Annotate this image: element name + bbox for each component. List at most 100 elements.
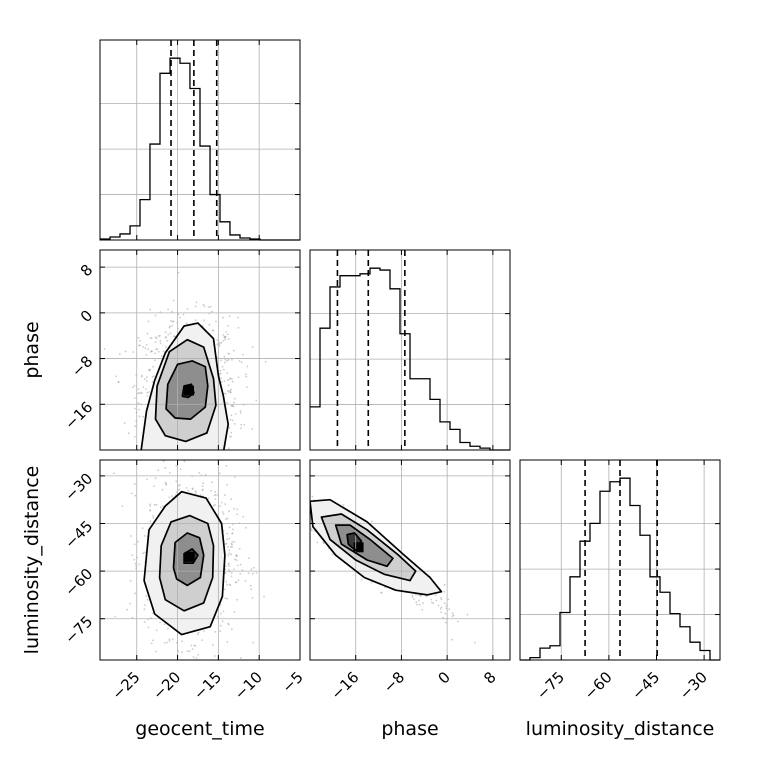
scatter-point (237, 376, 240, 379)
scatter-point (174, 469, 176, 471)
scatter-point (227, 568, 230, 571)
scatter-point (165, 483, 168, 486)
scatter-point (191, 648, 194, 650)
scatter-point (297, 505, 299, 507)
scatter-point (303, 505, 305, 507)
scatter-point (225, 580, 228, 583)
scatter-point (270, 506, 272, 508)
scatter-point (233, 568, 235, 571)
scatter-point (143, 608, 146, 611)
scatter-point (178, 452, 180, 454)
scatter-point (224, 338, 227, 341)
scatter-point (175, 663, 177, 665)
scatter-point (239, 410, 242, 412)
scatter-point (283, 505, 285, 507)
scatter-point (237, 326, 240, 329)
scatter-point (227, 622, 230, 625)
scatter-point (269, 480, 271, 482)
scatter-point (439, 608, 442, 610)
scatter-point (197, 452, 199, 454)
scatter-point (141, 527, 144, 530)
scatter-point (203, 305, 206, 308)
scatter-point (212, 504, 215, 507)
scatter-point (155, 337, 158, 340)
scatter-point (230, 414, 233, 417)
scatter-point (163, 473, 165, 475)
scatter-point (171, 310, 173, 313)
scatter-point (192, 656, 195, 658)
scatter-point (370, 581, 373, 584)
scatter-point (239, 412, 242, 414)
scatter-point (278, 497, 280, 499)
scatter-point (210, 490, 212, 492)
scatter-point (212, 329, 215, 332)
scatter-point (224, 588, 226, 591)
scatter-point (113, 472, 115, 475)
panel-frame-1-1 (309, 249, 511, 451)
scatter-point (231, 380, 234, 383)
scatter-point (195, 301, 198, 304)
scatter-point (302, 528, 304, 530)
scatter-point (178, 458, 180, 460)
scatter-point (227, 546, 229, 548)
scatter-point (114, 615, 117, 618)
scatter-point (154, 314, 157, 317)
scatter-point (198, 472, 201, 474)
scatter-point (246, 386, 248, 388)
scatter-point (302, 519, 304, 521)
scatter-point (213, 494, 216, 497)
scatter-point (156, 464, 158, 466)
scatter-point (172, 299, 175, 302)
scatter-point (227, 352, 230, 355)
scatter-point (361, 578, 363, 581)
scatter-point (322, 541, 325, 544)
tick-label-y-phase: 8 (77, 261, 96, 280)
scatter-point (145, 354, 148, 356)
scatter-point (226, 401, 229, 404)
scatter-point (292, 516, 294, 518)
scatter-point (229, 418, 232, 421)
scatter-point (308, 522, 310, 524)
scatter-point (230, 431, 233, 434)
scatter-point (133, 558, 136, 561)
scatter-point (223, 355, 226, 358)
scatter-point (266, 488, 268, 490)
scatter-point (127, 432, 130, 435)
scatter-point (305, 501, 307, 503)
scatter-point (208, 323, 211, 326)
scatter-point (253, 566, 255, 569)
contour-1 (158, 514, 215, 612)
scatter-point (234, 413, 237, 415)
scatter-point (224, 358, 227, 361)
scatter-point (228, 537, 231, 540)
scatter-point (294, 507, 296, 509)
scatter-point (238, 360, 241, 362)
scatter-point (171, 638, 174, 641)
scatter-point (291, 506, 293, 508)
scatter-point (230, 572, 233, 574)
scatter-point (179, 468, 182, 471)
histogram-phase (310, 267, 510, 451)
scatter-point (229, 377, 232, 380)
scatter-point (222, 334, 225, 336)
scatter-point (152, 514, 154, 517)
scatter-point (137, 388, 140, 390)
scatter-point (255, 572, 258, 574)
scatter-point (155, 629, 158, 632)
scatter-point (293, 500, 295, 502)
scatter-point (163, 642, 166, 644)
tick-label-y-luminosity_distance: −60 (61, 565, 96, 600)
scatter-point (226, 532, 229, 535)
scatter-point (134, 494, 137, 497)
scatter-point (150, 642, 153, 645)
scatter-point (252, 641, 255, 644)
scatter-point (231, 419, 234, 422)
scatter-point (228, 315, 231, 318)
scatter-point (151, 381, 154, 383)
scatter-point (144, 347, 147, 349)
tick-label-x-luminosity_distance: −45 (628, 668, 663, 703)
scatter-point (141, 374, 143, 377)
scatter-point (155, 455, 157, 457)
scatter-point (214, 491, 217, 493)
scatter-point (121, 505, 124, 508)
